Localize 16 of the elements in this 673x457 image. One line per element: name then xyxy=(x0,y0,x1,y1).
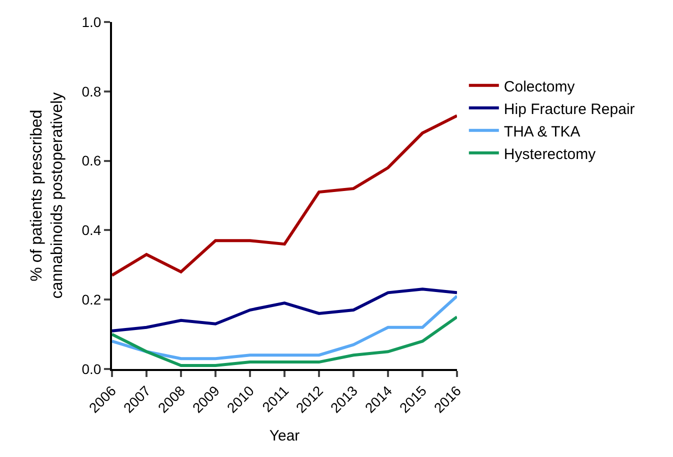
line-series xyxy=(112,288,457,332)
y-axis-title: % of patients prescribed cannabinoids postoperatively xyxy=(28,92,66,299)
legend-label: THA & TKA xyxy=(504,123,580,140)
y-tick-label: 0.6 xyxy=(82,152,102,169)
y-tick-label: 1.0 xyxy=(82,14,102,30)
y-tick-label: 0.4 xyxy=(82,222,102,238)
line-series xyxy=(112,114,457,277)
line-series xyxy=(112,315,457,368)
y-tick-label: 0.8 xyxy=(82,83,102,100)
legend-label: Hip Fracture Repair xyxy=(504,100,635,118)
x-axis-title: Year xyxy=(269,427,300,444)
y-tick-label: 0.2 xyxy=(82,292,102,308)
legend-label: Colectomy xyxy=(504,78,576,96)
line-series xyxy=(112,294,457,360)
legend-label: Hysterectomy xyxy=(504,146,596,163)
y-tick-label: 0.0 xyxy=(82,360,102,377)
